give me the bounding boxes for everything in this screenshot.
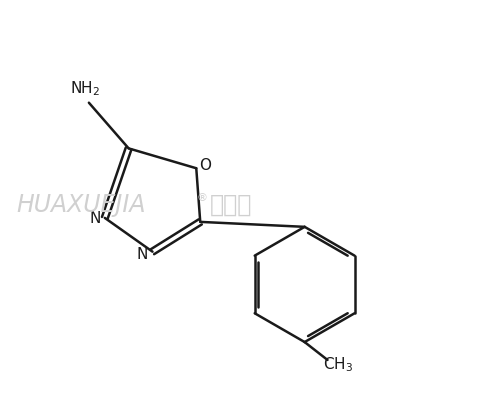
Text: N: N <box>89 211 101 227</box>
Text: N: N <box>137 247 148 262</box>
Text: HUAXUEJIA: HUAXUEJIA <box>16 193 146 217</box>
Text: CH$_3$: CH$_3$ <box>323 355 353 374</box>
Text: NH$_2$: NH$_2$ <box>70 79 100 98</box>
Text: O: O <box>199 158 211 173</box>
Text: 化学加: 化学加 <box>210 193 253 217</box>
Text: ®: ® <box>197 193 207 203</box>
